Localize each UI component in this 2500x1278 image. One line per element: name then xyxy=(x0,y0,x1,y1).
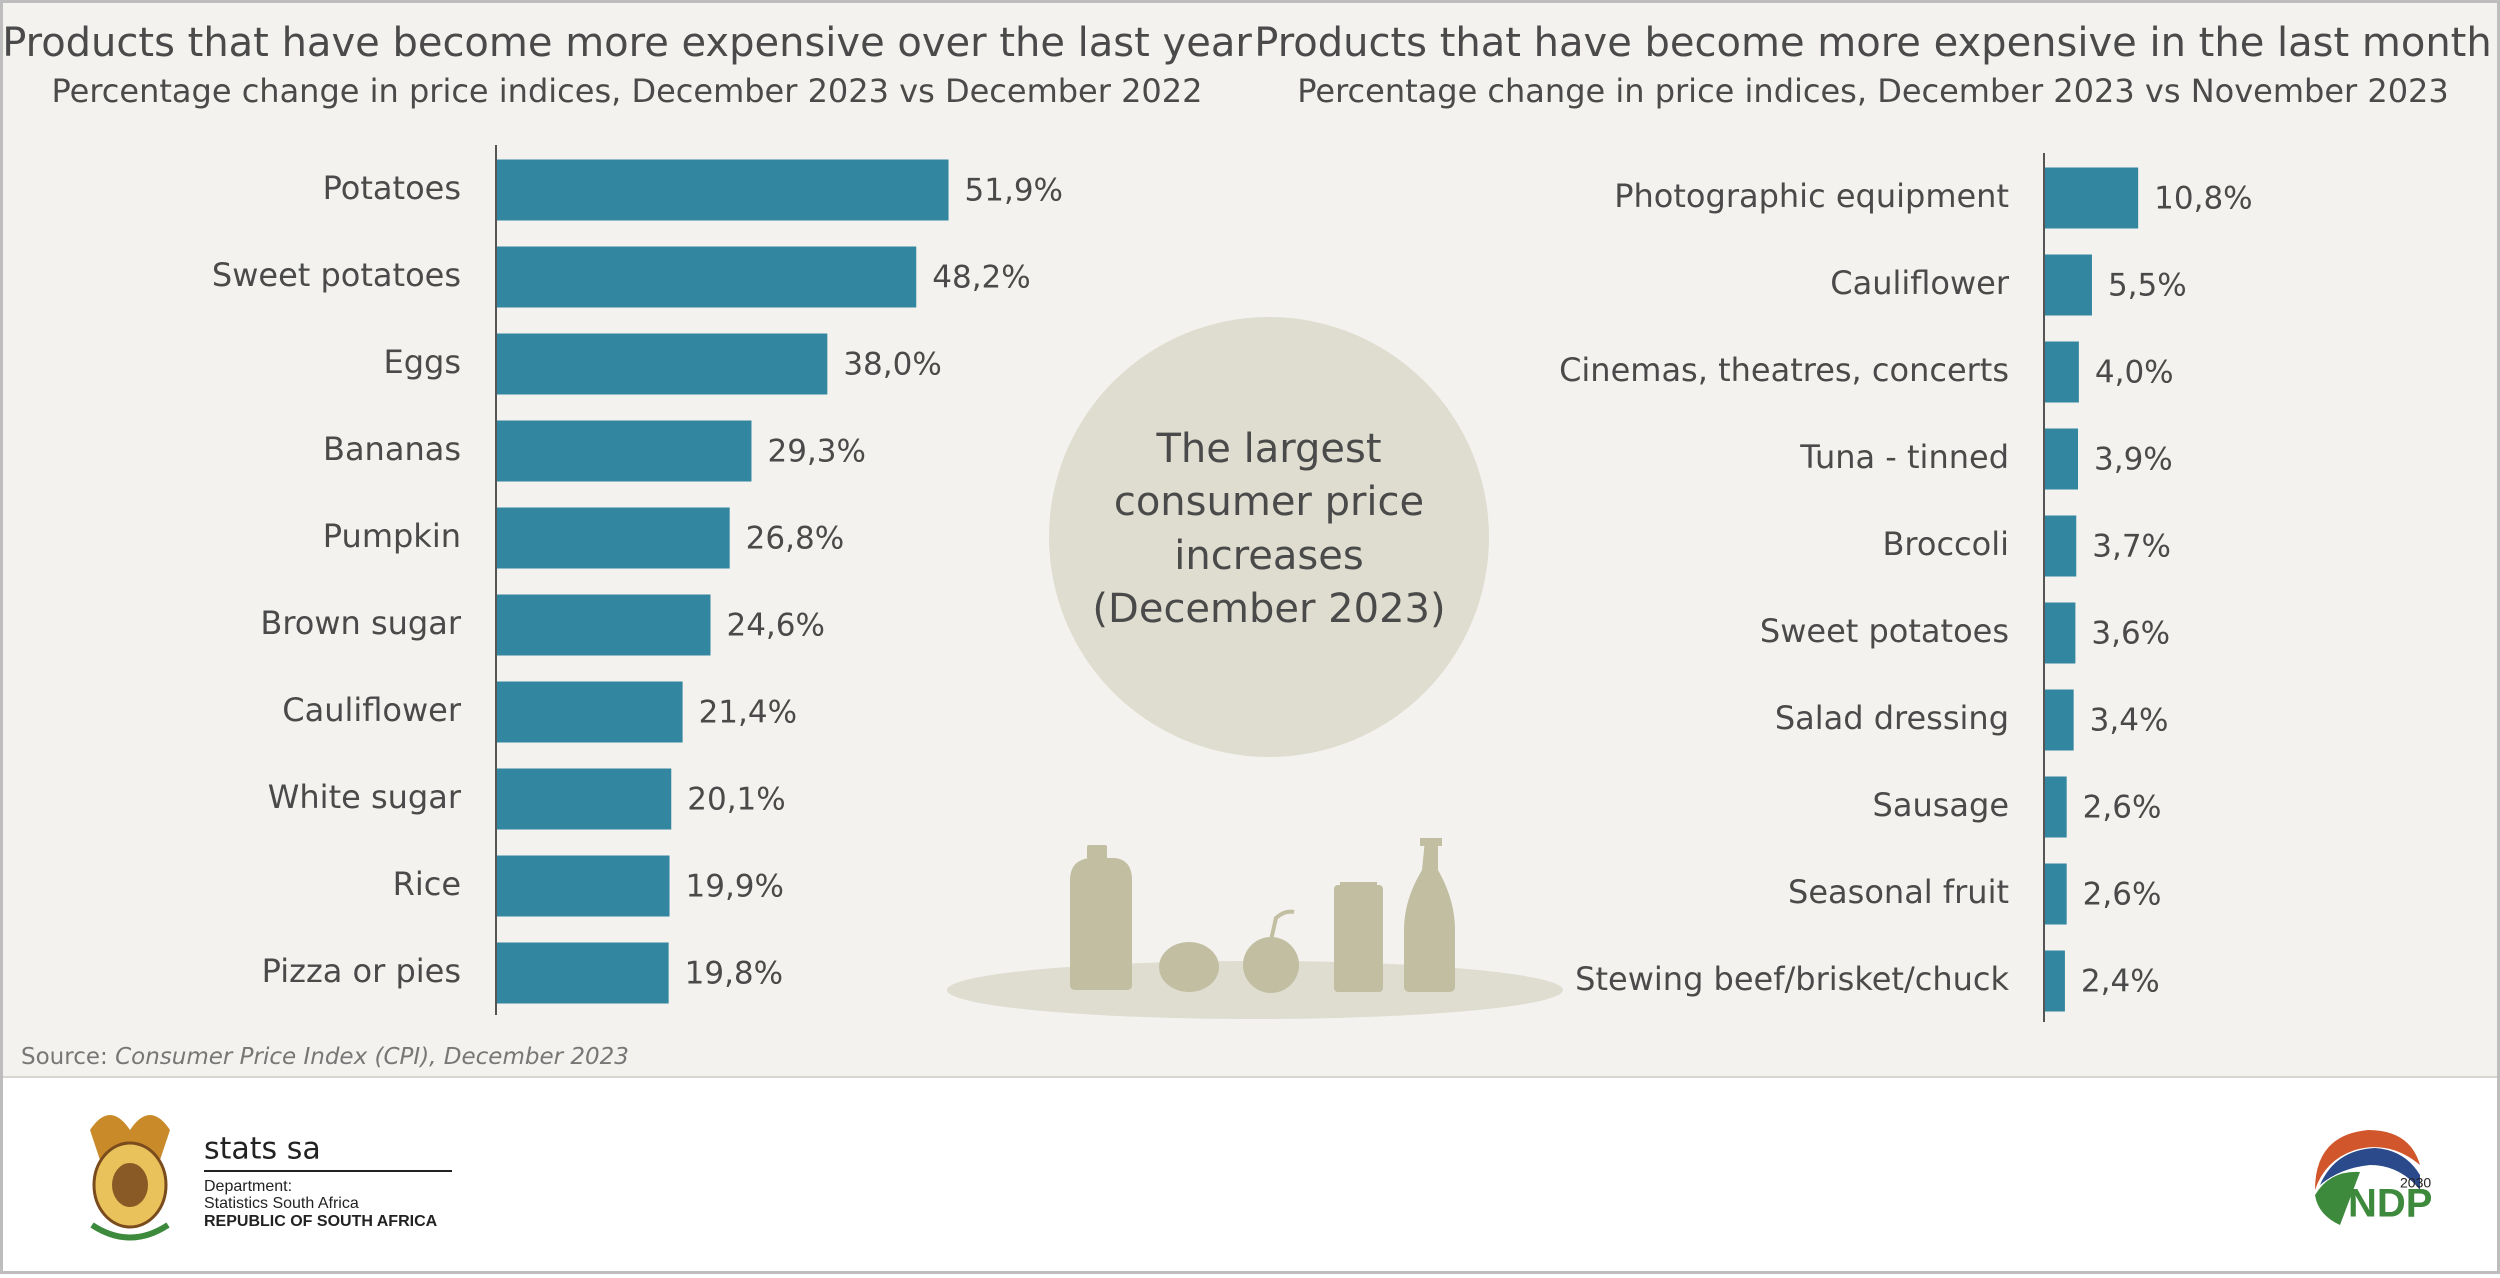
category-label: Salad dressing xyxy=(1775,699,2009,737)
value-label: 20,1% xyxy=(687,782,785,818)
source: Source: Consumer Price Index (CPI), Dece… xyxy=(21,1044,629,1070)
category-label: Rice xyxy=(393,865,461,903)
value-label: 19,8% xyxy=(685,956,783,992)
bar xyxy=(496,768,672,830)
bar xyxy=(496,942,669,1004)
value-label: 2,6% xyxy=(2083,877,2162,913)
bar xyxy=(2044,341,2079,403)
grocery-illustration xyxy=(947,838,1563,1019)
bar xyxy=(2044,602,2076,664)
center-circle xyxy=(1049,317,1489,757)
chart-subtitle: Percentage change in price indices, Dece… xyxy=(1297,72,2449,110)
category-label: Cauliflower xyxy=(282,691,462,729)
value-label: 21,4% xyxy=(699,695,797,731)
value-label: 24,6% xyxy=(726,608,824,644)
category-label: Photographic equipment xyxy=(1614,177,2009,215)
source-label: Source: xyxy=(21,1044,108,1070)
category-label: Broccoli xyxy=(1882,525,2009,563)
value-label: 48,2% xyxy=(932,260,1030,296)
country: REPUBLIC OF SOUTH AFRICA xyxy=(204,1213,438,1230)
bar xyxy=(2044,515,2077,577)
category-label: Bananas xyxy=(323,430,461,468)
category-label: Potatoes xyxy=(323,169,461,207)
value-label: 3,7% xyxy=(2092,529,2171,565)
category-label: Sweet potatoes xyxy=(212,256,461,294)
department: Department: xyxy=(204,1178,292,1195)
category-label: Pumpkin xyxy=(323,517,461,555)
category-label: Eggs xyxy=(383,343,461,381)
value-label: 5,5% xyxy=(2108,268,2187,304)
category-label: Sweet potatoes xyxy=(1760,612,2009,650)
source-text: Consumer Price Index (CPI), December 202… xyxy=(115,1044,629,1070)
bar xyxy=(2044,776,2067,838)
bar xyxy=(496,246,917,308)
value-label: 3,9% xyxy=(2094,442,2173,478)
bar xyxy=(496,855,670,917)
category-label: Sausage xyxy=(1873,786,2009,824)
ndp-logo xyxy=(2315,1130,2420,1225)
bar xyxy=(496,333,828,395)
value-label: 38,0% xyxy=(843,347,941,383)
bar xyxy=(496,507,730,569)
organisation: Statistics South Africa xyxy=(204,1195,359,1212)
bar xyxy=(2044,689,2074,751)
chart-title: Products that have become more expensive… xyxy=(1254,20,2491,66)
ndp: NDP xyxy=(2348,1182,2432,1226)
center-text: consumer price xyxy=(1114,479,1424,525)
value-label: 26,8% xyxy=(746,521,844,557)
bar xyxy=(2044,950,2065,1012)
bar xyxy=(496,159,949,221)
chart-title: Products that have become more expensive… xyxy=(2,20,1252,66)
center-text: The largest xyxy=(1156,426,1382,472)
category-label: Seasonal fruit xyxy=(1788,873,2009,911)
footer-background xyxy=(0,1077,2500,1274)
category-label: Cinemas, theatres, concerts xyxy=(1559,351,2009,389)
value-label: 51,9% xyxy=(965,173,1063,209)
bar xyxy=(2044,863,2067,925)
value-label: 4,0% xyxy=(2095,355,2174,391)
center-text: increases xyxy=(1174,533,1363,579)
category-label: Stewing beef/brisket/chuck xyxy=(1575,960,2009,998)
bar xyxy=(2044,167,2139,229)
coat-of-arms xyxy=(90,1115,170,1241)
bar xyxy=(496,681,683,743)
value-label: 3,4% xyxy=(2090,703,2169,739)
category-label: Cauliflower xyxy=(1830,264,2010,302)
bar xyxy=(496,420,752,482)
category-label: Tuna - tinned xyxy=(1799,438,2009,476)
value-label: 29,3% xyxy=(767,434,865,470)
value-label: 10,8% xyxy=(2154,181,2252,217)
brand: stats sa xyxy=(204,1132,321,1167)
chart-subtitle: Percentage change in price indices, Dece… xyxy=(52,72,1203,110)
value-label: 19,9% xyxy=(686,869,784,905)
value-label: 2,6% xyxy=(2083,790,2162,826)
category-label: Brown sugar xyxy=(260,604,461,642)
center-text: (December 2023) xyxy=(1092,586,1445,632)
bar xyxy=(2044,428,2079,490)
category-label: White sugar xyxy=(268,778,462,816)
value-label: 3,6% xyxy=(2091,616,2170,652)
category-label: Pizza or pies xyxy=(262,952,461,990)
bar xyxy=(496,594,711,656)
value-label: 2,4% xyxy=(2081,964,2160,1000)
ndp-year: 2030 xyxy=(2400,1175,2431,1191)
bar xyxy=(2044,254,2092,316)
